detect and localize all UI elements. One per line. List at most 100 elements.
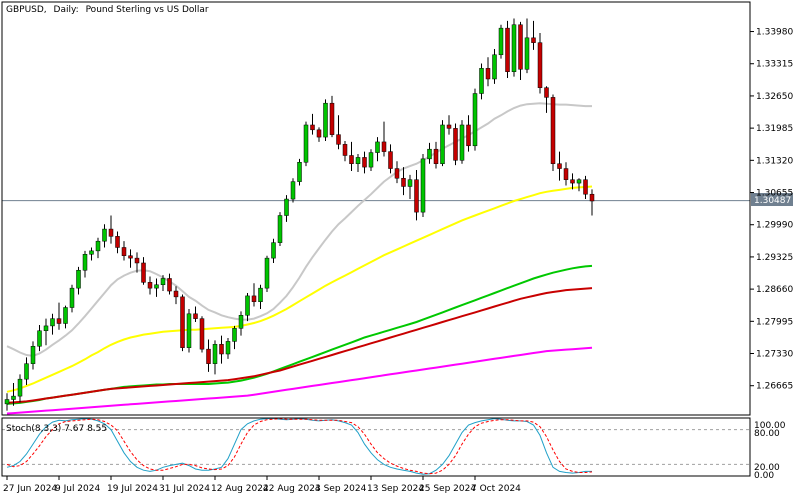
- candle: [63, 305, 68, 329]
- candle-body: [271, 242, 276, 259]
- candle-body: [50, 318, 55, 327]
- candle: [56, 302, 62, 330]
- x-tick-label: 25 Sep 2024: [419, 484, 476, 494]
- candle: [232, 325, 237, 350]
- candle: [310, 113, 315, 135]
- candle-body: [277, 215, 283, 243]
- candle-body: [375, 141, 380, 153]
- candle-body: [167, 278, 172, 292]
- candle-body: [128, 255, 133, 259]
- candle: [589, 189, 595, 216]
- x-tick-label: 22 Aug 2024: [263, 484, 321, 494]
- candle-body: [531, 37, 536, 43]
- candle-body: [199, 318, 205, 350]
- y-tick-label: 1.27330: [756, 350, 793, 360]
- candle: [557, 151, 562, 181]
- candle-body: [258, 287, 263, 302]
- candle-body: [570, 179, 575, 184]
- stochastic-label: Stoch(8,3,3) 7.67 8.55: [6, 424, 107, 434]
- candle-body: [342, 144, 348, 156]
- moving-average-line: [6, 287, 593, 404]
- candle-body: [368, 152, 374, 168]
- candle: [50, 313, 55, 335]
- price-panel: [2, 18, 750, 415]
- candle: [108, 215, 114, 244]
- candle: [193, 306, 198, 323]
- candle: [349, 141, 354, 171]
- candle: [498, 24, 504, 59]
- candle: [381, 121, 387, 157]
- x-tick-label: 27 Jun 2024: [3, 484, 57, 494]
- candle-body: [453, 128, 458, 161]
- candle: [121, 241, 127, 261]
- price-panel-frame: [1, 1, 751, 416]
- candle: [225, 338, 231, 359]
- candle: [524, 18, 530, 74]
- candle: [11, 383, 16, 406]
- candle: [433, 141, 439, 169]
- candle: [446, 115, 452, 135]
- candle-body: [362, 157, 367, 168]
- candle: [472, 88, 478, 151]
- current-price-label: 1.30487: [754, 196, 791, 206]
- candle-body: [102, 228, 107, 242]
- candle: [102, 224, 107, 248]
- y-tick-label: 1.31985: [756, 124, 793, 134]
- candle-body: [349, 155, 354, 164]
- candle-body: [108, 228, 114, 237]
- moving-average-line: [6, 346, 593, 415]
- candle-body: [323, 102, 328, 138]
- candle: [368, 149, 374, 171]
- candle: [290, 178, 296, 203]
- candle: [245, 292, 250, 322]
- candle-body: [381, 141, 387, 152]
- y-tick-label: 1.29325: [756, 253, 793, 263]
- candle: [134, 252, 140, 273]
- candle-body: [407, 179, 413, 187]
- candle-body: [284, 198, 289, 216]
- candle: [583, 175, 588, 200]
- candle: [212, 340, 218, 375]
- candle: [531, 20, 536, 50]
- candle-body: [238, 315, 244, 329]
- candle-body: [141, 262, 146, 283]
- x-tick-label: 9 Jul 2024: [55, 484, 100, 494]
- candle: [485, 57, 491, 87]
- candle-body: [355, 157, 361, 164]
- y-tick-label: 1.29990: [756, 221, 793, 231]
- stoch-tick-0: 0.00: [754, 471, 774, 481]
- stoch-line: [6, 418, 592, 475]
- candle: [115, 231, 120, 254]
- candle: [4, 393, 10, 411]
- candle: [219, 335, 224, 364]
- candle: [492, 48, 497, 84]
- candle-body: [576, 179, 582, 184]
- y-tick-label: 1.32650: [756, 92, 793, 102]
- candle-body: [17, 378, 23, 397]
- stoch-tick-80: 80.00: [754, 429, 780, 439]
- candle-body: [134, 257, 140, 264]
- candle-body: [459, 124, 465, 161]
- candle-body: [511, 24, 517, 72]
- candle-body: [56, 318, 62, 324]
- candle: [277, 212, 283, 247]
- candle: [414, 170, 419, 221]
- stochastic-panel: [2, 418, 750, 475]
- candle: [167, 273, 172, 295]
- candle: [199, 316, 205, 353]
- candle-body: [479, 68, 484, 94]
- candle-body: [414, 179, 419, 213]
- candle: [303, 121, 309, 167]
- candle-body: [498, 27, 504, 56]
- stoch-line: [6, 418, 593, 475]
- candle: [570, 173, 575, 190]
- y-tick-label: 1.33315: [756, 60, 793, 70]
- candle: [537, 32, 543, 94]
- candle-body: [336, 134, 341, 145]
- candle-body: [388, 151, 393, 169]
- candle: [336, 115, 341, 150]
- description-label: Pound Sterling vs US Dollar: [86, 5, 209, 15]
- candle: [427, 142, 432, 164]
